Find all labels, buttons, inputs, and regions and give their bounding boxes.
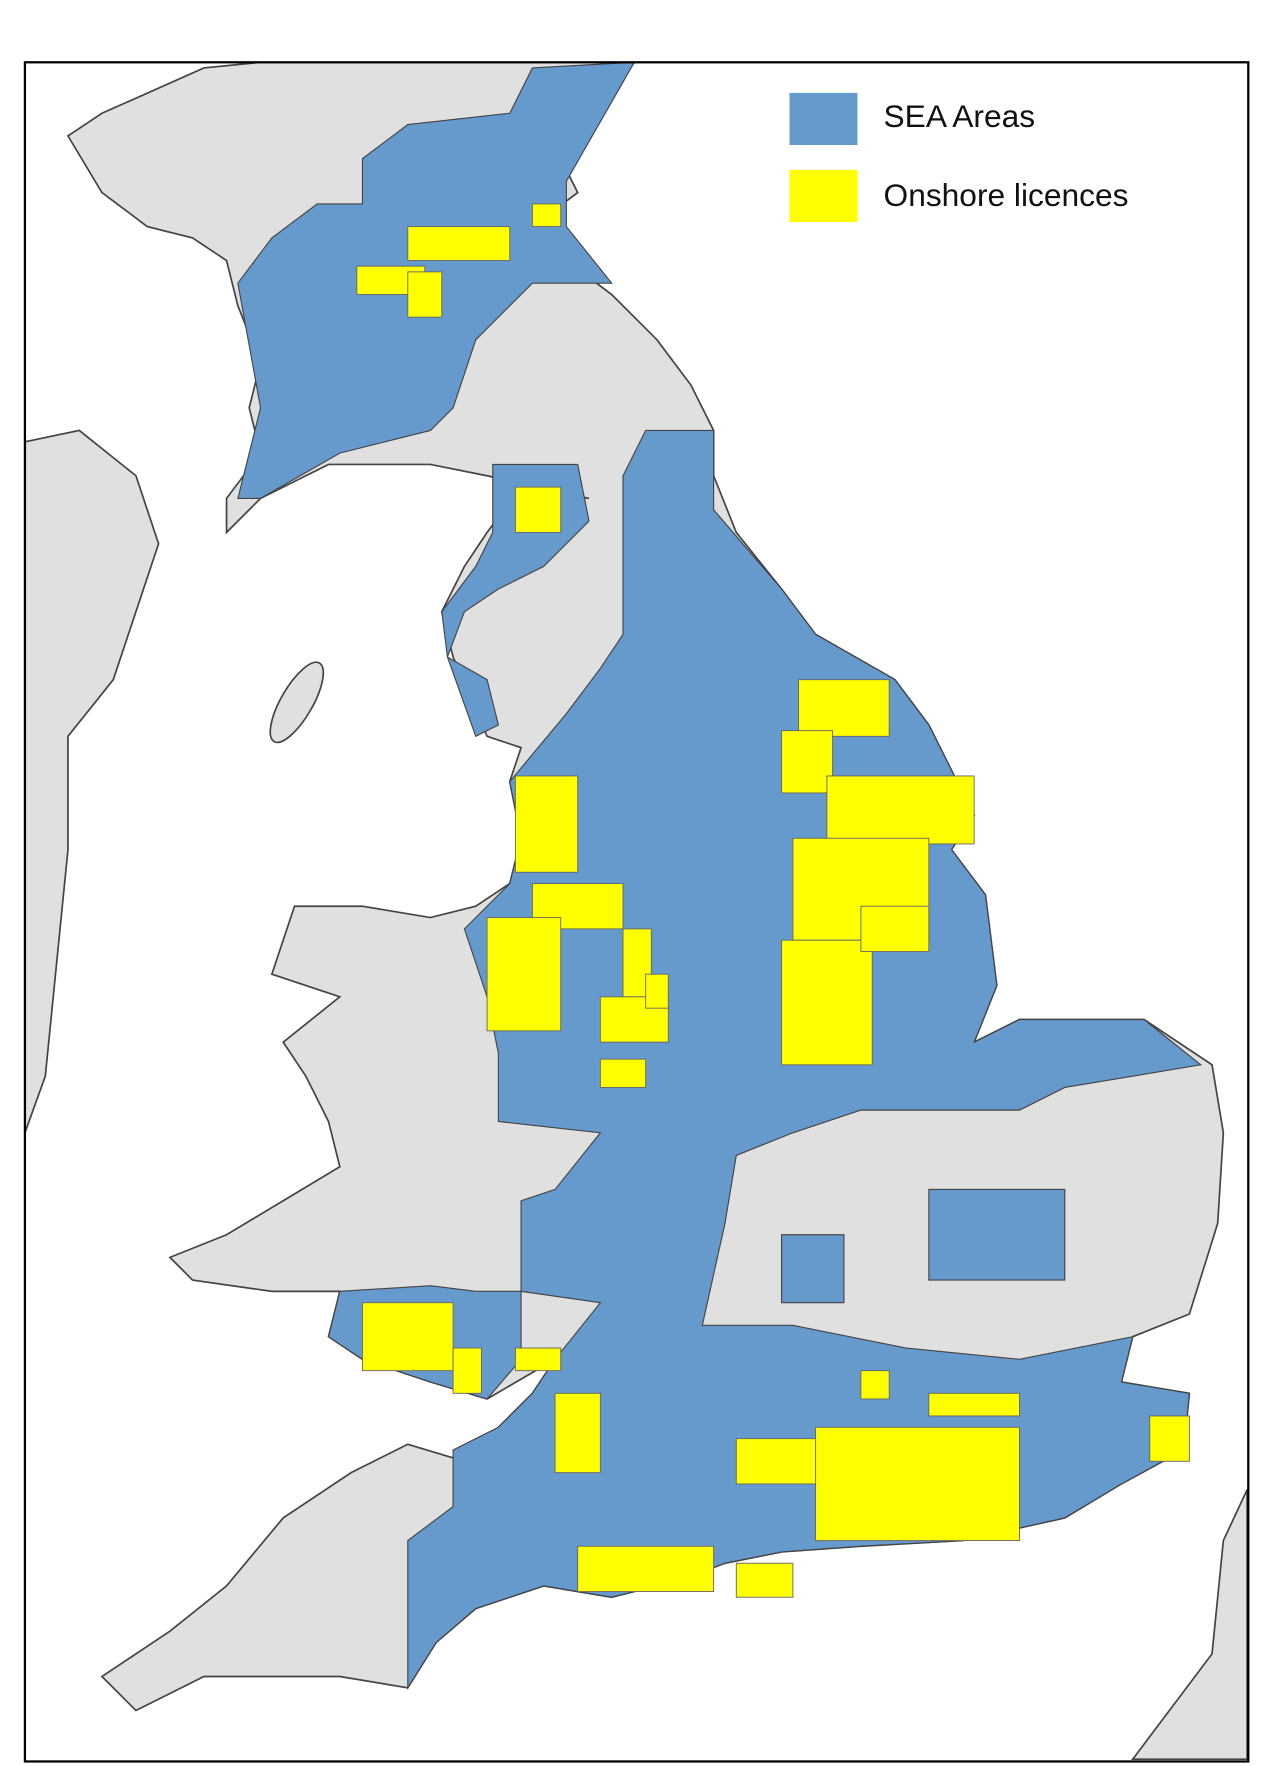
onshore-licence-block <box>781 939 873 1066</box>
legend-label-sea-areas: SEA Areas <box>884 98 1036 134</box>
isle-of-man <box>269 661 325 744</box>
legend-swatch-onshore-licences <box>789 169 858 223</box>
onshore-licence-block <box>645 973 669 1009</box>
ireland <box>24 429 160 1134</box>
onshore-licence-block <box>514 486 562 533</box>
onshore-licence-block <box>531 203 562 228</box>
legend-label-onshore-licences: Onshore licences <box>884 177 1129 213</box>
onshore-licence-block <box>826 775 975 845</box>
onshore-licence-block <box>486 917 562 1032</box>
onshore-licence-block <box>1149 1415 1190 1462</box>
onshore-licences-layer <box>356 203 1190 1598</box>
onshore-licence-block <box>781 730 834 794</box>
onshore-licence-block <box>599 1058 647 1088</box>
onshore-licence-block <box>362 1302 454 1372</box>
onshore-licence-block <box>514 1347 562 1372</box>
legend-swatch-sea-areas <box>789 92 858 145</box>
onshore-licence-block <box>735 1562 794 1598</box>
onshore-licence-block <box>577 1545 715 1593</box>
map-frame <box>23 61 1250 1763</box>
sea-area-cambridgeshire <box>928 1188 1066 1281</box>
onshore-licence-block <box>407 226 511 261</box>
onshore-licence-block <box>860 1370 890 1400</box>
onshore-licence-block <box>798 679 890 737</box>
legend: SEA Areas Onshore licences <box>789 92 1129 223</box>
sea-area-chilterns <box>781 1234 845 1304</box>
onshore-licence-block <box>860 905 930 952</box>
onshore-licence-block <box>554 1392 601 1474</box>
onshore-licence-block <box>815 1426 1020 1542</box>
onshore-licence-block <box>928 1392 1020 1417</box>
onshore-licence-block <box>452 1347 482 1394</box>
onshore-licence-block <box>514 775 579 873</box>
onshore-licence-block <box>407 271 443 318</box>
